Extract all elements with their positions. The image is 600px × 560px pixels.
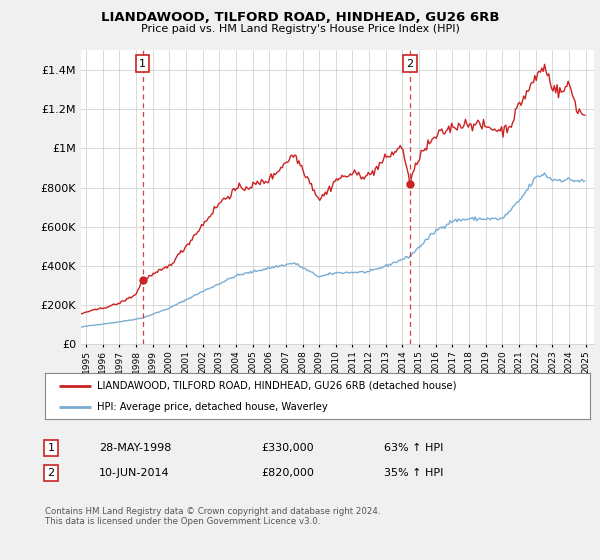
Text: £330,000: £330,000 xyxy=(261,443,314,453)
Text: 28-MAY-1998: 28-MAY-1998 xyxy=(99,443,172,453)
Text: 2: 2 xyxy=(406,59,413,69)
Text: 35% ↑ HPI: 35% ↑ HPI xyxy=(384,468,443,478)
Text: Contains HM Land Registry data © Crown copyright and database right 2024.
This d: Contains HM Land Registry data © Crown c… xyxy=(45,507,380,526)
Text: LIANDAWOOD, TILFORD ROAD, HINDHEAD, GU26 6RB: LIANDAWOOD, TILFORD ROAD, HINDHEAD, GU26… xyxy=(101,11,499,24)
Text: 1: 1 xyxy=(47,443,55,453)
Text: £820,000: £820,000 xyxy=(261,468,314,478)
Text: LIANDAWOOD, TILFORD ROAD, HINDHEAD, GU26 6RB (detached house): LIANDAWOOD, TILFORD ROAD, HINDHEAD, GU26… xyxy=(97,381,456,391)
Text: 63% ↑ HPI: 63% ↑ HPI xyxy=(384,443,443,453)
Text: Price paid vs. HM Land Registry's House Price Index (HPI): Price paid vs. HM Land Registry's House … xyxy=(140,24,460,34)
Text: 10-JUN-2014: 10-JUN-2014 xyxy=(99,468,170,478)
Text: HPI: Average price, detached house, Waverley: HPI: Average price, detached house, Wave… xyxy=(97,403,328,412)
Text: 1: 1 xyxy=(139,59,146,69)
Text: 2: 2 xyxy=(47,468,55,478)
